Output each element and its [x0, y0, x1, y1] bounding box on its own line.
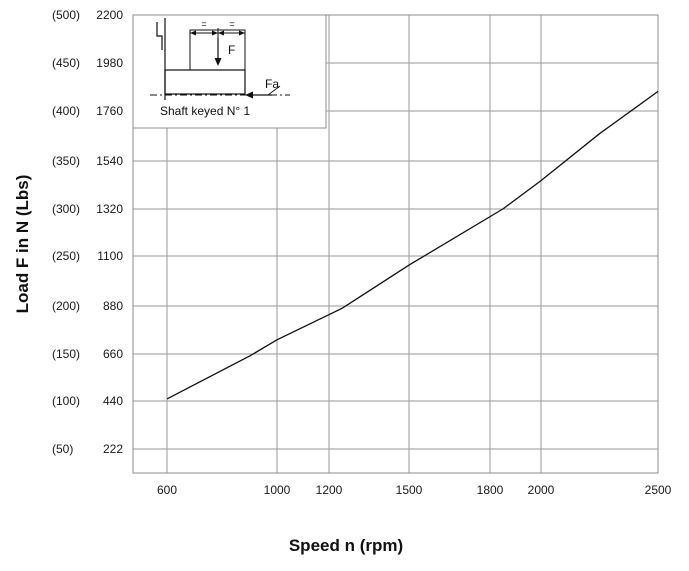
y-tick-lbs-label-660: (150) [52, 347, 80, 361]
axial-force-label: Fa [265, 77, 279, 91]
y-tick-label-660: 660 [103, 347, 123, 361]
x-tick-label-600: 600 [157, 483, 177, 497]
shaft-inset-diagram: = = F Fa Shaft keyed N° 1 [132, 14, 327, 129]
y-tick-label-1320: 1320 [96, 202, 123, 216]
equal-mark-left: = [201, 19, 206, 29]
y-tick-lbs-label-2200: (500) [52, 8, 80, 22]
y-tick-lbs-label-1320: (300) [52, 202, 80, 216]
y-tick-lbs-label-1760: (400) [52, 104, 80, 118]
x-tick-label-2000: 2000 [528, 483, 555, 497]
y-tick-label-440: 440 [103, 394, 123, 408]
y-tick-lbs-label-440: (100) [52, 394, 80, 408]
axial-label-leader [267, 85, 281, 96]
x-axis-tick-labels: 600 1000 1200 1500 1800 2000 2500 [157, 483, 672, 497]
y-axis-title: Load F in N (Lbs) [13, 175, 32, 314]
equal-mark-right: = [229, 19, 234, 29]
x-axis-title: Speed n (rpm) [289, 536, 403, 555]
force-arrowhead [214, 58, 222, 66]
x-tick-label-1500: 1500 [396, 483, 423, 497]
y-tick-label-1980: 1980 [96, 56, 123, 70]
y-tick-label-1760: 1760 [96, 104, 123, 118]
dimension-arrows [190, 30, 245, 36]
y-tick-label-880: 880 [103, 299, 123, 313]
x-tick-label-1200: 1200 [316, 483, 343, 497]
y-tick-lbs-label-880: (200) [52, 299, 80, 313]
x-tick-label-1800: 1800 [477, 483, 504, 497]
y-tick-label-1100: 1100 [97, 249, 123, 263]
axial-force-arrowhead [245, 91, 253, 99]
plot-frame [132, 14, 659, 474]
x-tick-label-1000: 1000 [264, 483, 291, 497]
force-label: F [228, 43, 235, 57]
shaft-body [164, 69, 246, 95]
y-tick-lbs-label-1540: (350) [52, 154, 80, 168]
y-tick-label-222: 222 [103, 442, 123, 456]
y-tick-lbs-label-222: (50) [52, 442, 73, 456]
horizontal-gridlines [133, 62, 658, 450]
y-tick-label-1540: 1540 [96, 154, 123, 168]
y-tick-lbs-label-1980: (450) [52, 56, 80, 70]
load-curve [166, 90, 659, 400]
y-tick-label-2200: 2200 [96, 8, 123, 22]
y-axis-tick-labels: (50) 222 (100) 440 (150) 660 (200) 880 (250) 1100… [52, 8, 123, 456]
x-tick-label-2500: 2500 [645, 483, 672, 497]
housing-outline [156, 22, 163, 50]
inset-caption: Shaft keyed N° 1 [160, 104, 251, 118]
y-tick-lbs-label-1100: (250) [52, 249, 80, 263]
